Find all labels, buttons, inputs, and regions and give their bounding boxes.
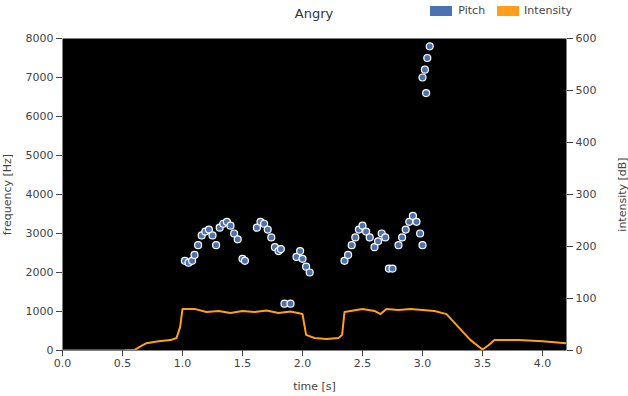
svg-text:300: 300: [576, 188, 597, 201]
svg-text:frequency [Hz]: frequency [Hz]: [1, 154, 14, 235]
svg-text:8000: 8000: [26, 32, 54, 45]
svg-text:1.5: 1.5: [234, 357, 252, 370]
svg-text:intensity [dB]: intensity [dB]: [616, 157, 628, 231]
svg-text:0: 0: [576, 344, 583, 357]
svg-text:600: 600: [576, 32, 597, 45]
svg-text:4.0: 4.0: [534, 357, 552, 370]
html-text:Pitch: Pitch: [458, 4, 486, 17]
html-text:Intensity: Intensity: [524, 4, 572, 17]
svg-text:2000: 2000: [26, 266, 54, 279]
svg-text:3.0: 3.0: [414, 357, 432, 370]
svg-text:0.5: 0.5: [114, 357, 132, 370]
svg-text:1.0: 1.0: [174, 357, 192, 370]
svg-text:5000: 5000: [26, 149, 54, 162]
svg-text:3.5: 3.5: [474, 357, 492, 370]
svg-text:4000: 4000: [26, 188, 54, 201]
svg-text:400: 400: [576, 136, 597, 149]
svg-text:100: 100: [576, 292, 597, 305]
svg-text:500: 500: [576, 84, 597, 97]
svg-text:2.5: 2.5: [354, 357, 372, 370]
svg-text:0.0: 0.0: [54, 357, 72, 370]
svg-text:1000: 1000: [26, 305, 54, 318]
svg-text:2.0: 2.0: [294, 357, 312, 370]
html-text:Angry: Angry: [294, 6, 334, 21]
svg-text:0: 0: [47, 344, 54, 357]
svg-text:6000: 6000: [26, 110, 54, 123]
svg-text:3000: 3000: [26, 227, 54, 240]
svg-text:time [s]: time [s]: [293, 380, 336, 393]
svg-text:7000: 7000: [26, 71, 54, 84]
svg-text:200: 200: [576, 240, 597, 253]
